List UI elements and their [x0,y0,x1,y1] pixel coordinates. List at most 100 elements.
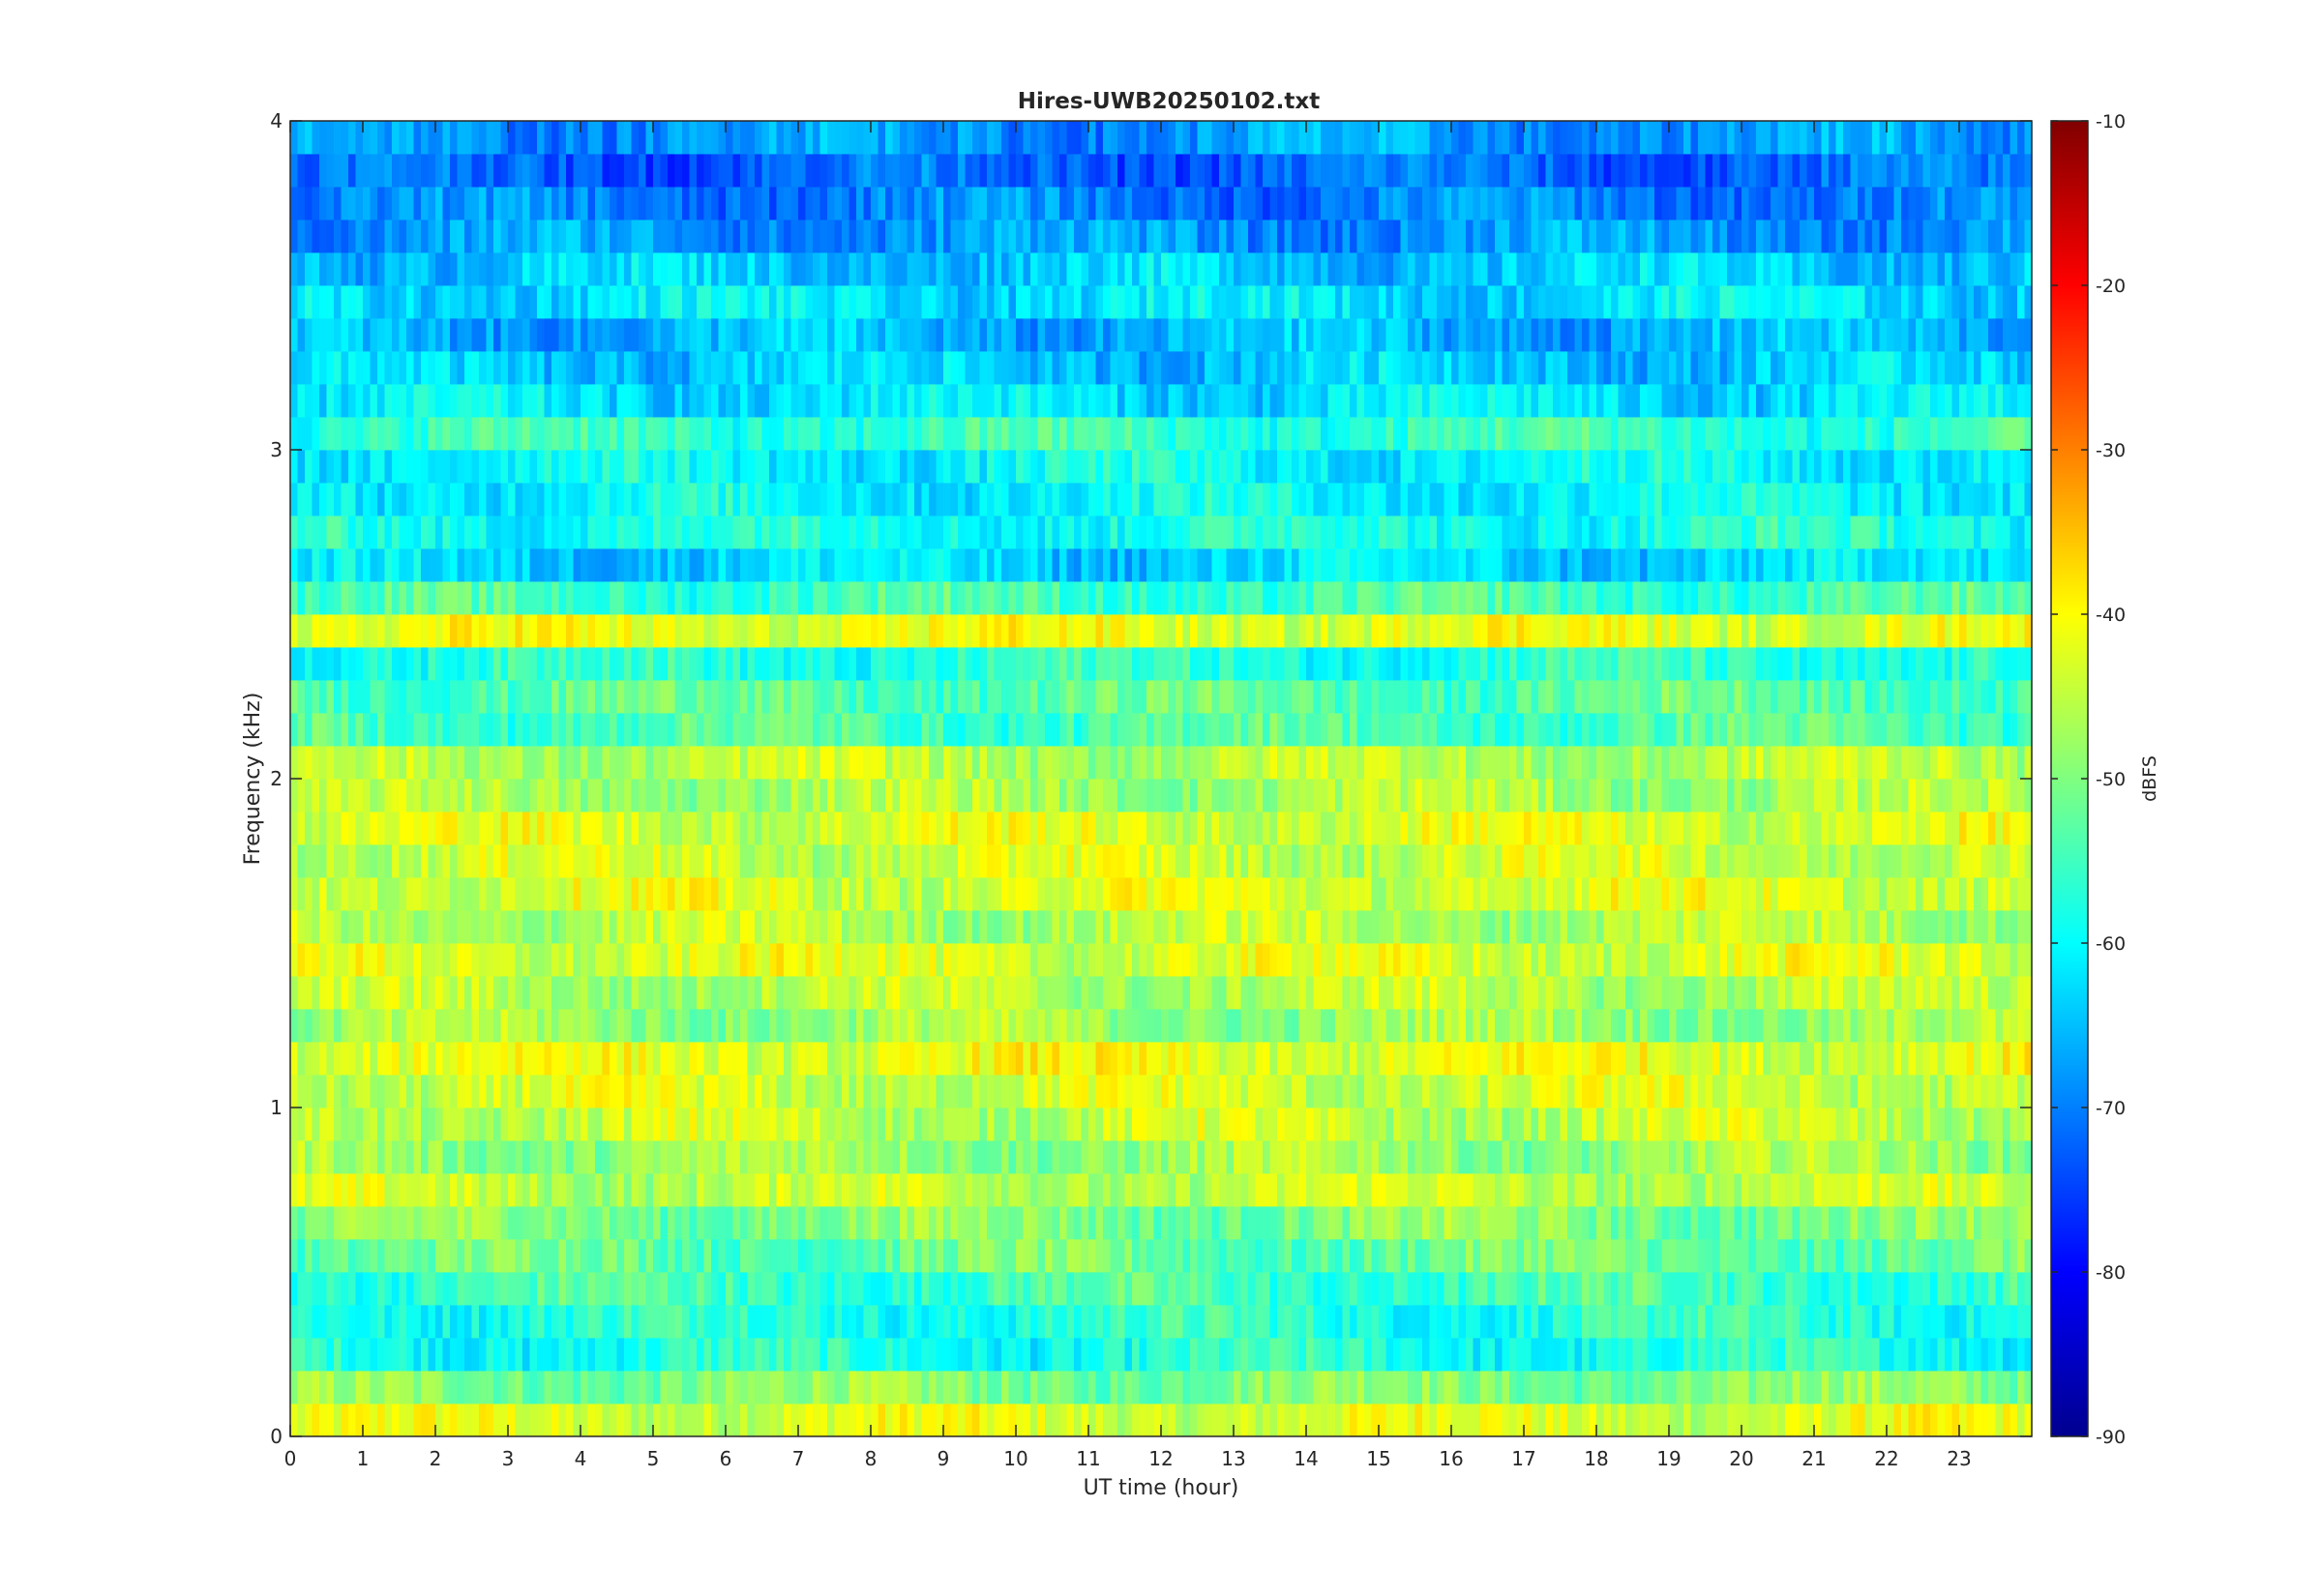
heatmap-cell [428,1404,436,1437]
heatmap-cell [1356,779,1365,813]
heatmap-cell [1335,1206,1344,1240]
heatmap-cell [1176,910,1184,944]
heatmap-cell [703,1338,712,1372]
heatmap-cell [965,1173,973,1207]
heatmap-cell [377,976,386,1010]
heatmap-cell [639,779,647,813]
heatmap-cell [1712,779,1721,813]
heatmap-cell [813,1338,821,1372]
heatmap-cell [689,1173,698,1207]
heatmap-cell [1306,1206,1315,1240]
heatmap-cell [479,746,488,780]
heatmap-cell [1951,877,1960,911]
heatmap-cell [1269,779,1278,813]
heatmap-cell [1248,910,1257,944]
heatmap-cell [1342,779,1351,813]
heatmap-cell [1487,1140,1496,1174]
heatmap-cell [856,1075,865,1108]
heatmap-cell [312,1305,320,1339]
heatmap-cell [1263,1239,1271,1273]
heatmap-cell [326,1239,335,1273]
heatmap-cell [537,1075,546,1108]
heatmap-cell [1887,1371,1895,1404]
heatmap-cell [1379,1404,1387,1437]
heatmap-cell [1234,943,1242,977]
heatmap-cell [848,1239,857,1273]
heatmap-cell [718,910,727,944]
heatmap-cell [558,1404,567,1437]
heatmap-cell [1930,1239,1939,1273]
heatmap-cell [406,1108,415,1141]
heatmap-cell [1800,1140,1808,1174]
heatmap-cell [1211,877,1220,911]
heatmap-cell [1480,910,1489,944]
heatmap-cell [1705,1042,1713,1076]
heatmap-cell [1806,1206,1815,1240]
heatmap-cell [726,1404,734,1437]
heatmap-cell [479,1305,488,1339]
heatmap-cell [1226,812,1235,845]
heatmap-cell [1538,976,1547,1010]
heatmap-cell [1350,1239,1358,1273]
heatmap-cell [740,746,749,780]
heatmap-cell [1893,1173,1902,1207]
heatmap-cell [653,1108,662,1141]
heatmap-cell [1683,1042,1692,1076]
heatmap-cell [790,877,799,911]
heatmap-cell [1567,1371,1576,1404]
heatmap-cell [1451,1404,1460,1437]
heatmap-cell [703,877,712,911]
heatmap-cell [1197,910,1206,944]
heatmap-cell [457,1009,465,1043]
heatmap-cell [987,1009,996,1043]
heatmap-cell [1930,1042,1939,1076]
heatmap-cell [1190,943,1199,977]
heatmap-cell [784,1404,792,1437]
heatmap-cell [1103,844,1112,878]
heatmap-cell [1945,877,1953,911]
heatmap-cell [442,976,451,1010]
heatmap-cell [1829,779,1837,813]
heatmap-cell [1298,844,1307,878]
heatmap-cell [1074,746,1083,780]
heatmap-cell [697,1140,705,1174]
heatmap-cell [1385,1305,1394,1339]
heatmap-cell [994,1042,1002,1076]
heatmap-cell [863,910,872,944]
heatmap-cell [907,1272,915,1306]
heatmap-cell [682,844,691,878]
heatmap-cell [1364,844,1373,878]
heatmap-cell [464,910,473,944]
heatmap-cell [1248,1239,1257,1273]
heatmap-cell [1001,812,1010,845]
heatmap-cell [377,943,386,977]
heatmap-cell [1182,1173,1191,1207]
heatmap-cell [319,910,328,944]
heatmap-cell [1980,844,1989,878]
heatmap-cell [1553,779,1562,813]
heatmap-cell [1480,779,1489,813]
heatmap-cell [798,844,807,878]
heatmap-cell [1640,1338,1649,1372]
heatmap-cell [442,1206,451,1240]
heatmap-cell [740,779,749,813]
heatmap-cell [732,1206,741,1240]
heatmap-cell [639,1404,647,1437]
heatmap-cell [450,1305,459,1339]
heatmap-cell [1719,1075,1728,1108]
heatmap-cell [1712,1239,1721,1273]
heatmap-cell [1458,1338,1467,1372]
heatmap-cell [529,779,538,813]
heatmap-cell [682,1009,691,1043]
heatmap-cell [558,877,567,911]
heatmap-cell [1879,812,1888,845]
heatmap-cell [1640,1272,1649,1306]
heatmap-cell [1037,812,1046,845]
heatmap-cell [1327,812,1336,845]
heatmap-cell [297,1009,306,1043]
heatmap-cell [1698,877,1707,911]
heatmap-cell [341,1042,349,1076]
heatmap-cell [348,746,357,780]
heatmap-cell [1654,1404,1663,1437]
heatmap-cell [1132,1042,1141,1076]
